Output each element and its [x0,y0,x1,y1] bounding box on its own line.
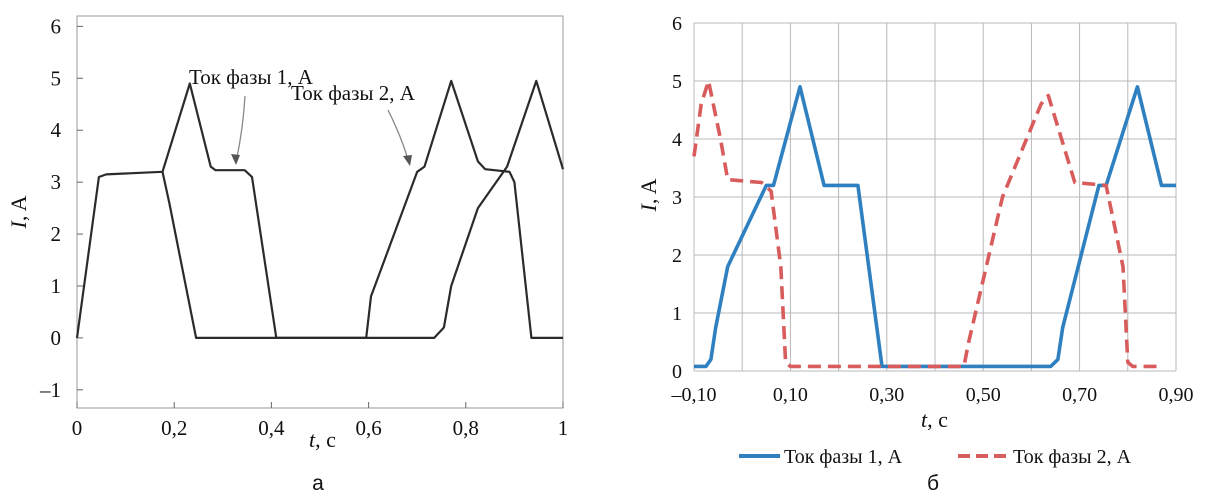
panel-a-y-tick-label: 6 [51,14,62,38]
panel-b-y-axis-label: I, A [636,178,661,212]
panel-b-x-tick-label: 0,50 [966,384,1001,406]
panel-b-series-line-2 [692,79,1157,369]
panel-a-annotations: Ток фазы 1, А Ток фазы 2, А [189,65,416,166]
panel-b-x-tick-label: 0,30 [869,384,904,406]
panel-b-legend: Ток фазы 1, А Ток фазы 2, А [739,446,1132,468]
panel-a-x-tick-label: 0,4 [258,416,285,440]
panel-a-series-line-1 [75,79,563,339]
panel-b-lines [692,79,1176,369]
panel-b: 0 1 2 3 4 5 6 –0,10 0,10 0,30 0,50 0,70 0,90 t, с I,… [636,13,1194,495]
annotation-arrowhead-1 [231,154,240,165]
panel-a-y-axis-label: I, A [6,195,31,229]
panel-b-grid [693,22,1177,372]
panel-a-y-tick-label: –1 [39,378,61,402]
panel-a-y-tick-label: 4 [51,118,62,142]
panel-b-x-tick-label: 0,10 [773,384,808,406]
panel-a-x-var: t [309,427,316,452]
panel-b-y-tick-label: 4 [672,129,682,151]
panel-a-x-tick-label: 0,8 [453,416,479,440]
panel-b-y-tick-label: 3 [672,187,682,209]
annotation-phase-1: Ток фазы 1, А [189,65,314,89]
panel-a-x-tick-label: 0 [72,416,83,440]
panel-a-plot-frame [76,15,564,409]
panel-b-y-tick-label: 2 [672,245,682,267]
panel-a-x-tick-label: 0,2 [161,416,187,440]
panel-b-ticks: 0 1 2 3 4 5 6 –0,10 0,10 0,30 0,50 0,70 0,90 [671,13,1194,406]
panel-a-x-tick-label: 0,6 [355,416,381,440]
panel-b-y-tick-label: 0 [672,361,682,383]
panel-b-x-var: t [921,407,928,432]
panel-a-y-var: I [6,220,31,230]
annotation-phase-2: Ток фазы 2, А [291,81,416,105]
panel-a: –1 0 1 2 3 4 5 6 0 0,2 0,4 0,6 0,8 1 Ток фазы 1, А То… [6,14,568,495]
panel-b-x-unit: , с [927,407,948,432]
annotation-arrowhead-2 [403,155,412,166]
panel-a-caption: а [312,472,324,495]
annotation-arrow-2 [387,109,410,164]
panel-b-y-unit: , A [636,178,661,204]
panel-b-caption: б [927,472,939,495]
panel-b-x-axis-label: t, с [921,407,948,432]
panel-b-x-tick-label: 0,70 [1062,384,1097,406]
panel-a-x-axis-label: t, с [309,427,336,452]
panel-b-y-tick-label: 5 [672,71,682,93]
annotation-arrow-1 [235,95,246,163]
panel-a-lines [75,79,565,339]
panel-a-ticks: –1 0 1 2 3 4 5 6 0 0,2 0,4 0,6 0,8 1 [39,14,568,440]
legend-label-phase-1: Ток фазы 1, А [784,446,903,468]
panel-a-y-tick-label: 3 [51,170,62,194]
panel-a-y-tick-label: 2 [51,222,62,246]
panel-b-x-tick-label: 0,90 [1159,384,1194,406]
panel-a-y-tick-label: 5 [51,66,62,90]
panel-a-y-unit: , A [6,195,31,221]
legend-label-phase-2: Ток фазы 2, А [1013,446,1132,468]
panel-b-y-tick-label: 6 [672,13,682,35]
panel-a-x-unit: , с [315,427,336,452]
panel-b-y-tick-label: 1 [672,303,682,325]
panel-b-y-var: I [636,203,661,213]
panel-a-series-line-2 [161,79,565,339]
panel-b-x-tick-label: –0,10 [671,384,717,406]
panel-a-x-tick-label: 1 [558,416,569,440]
panel-a-y-tick-label: 1 [51,274,62,298]
panel-a-y-tick-label: 0 [51,326,62,350]
